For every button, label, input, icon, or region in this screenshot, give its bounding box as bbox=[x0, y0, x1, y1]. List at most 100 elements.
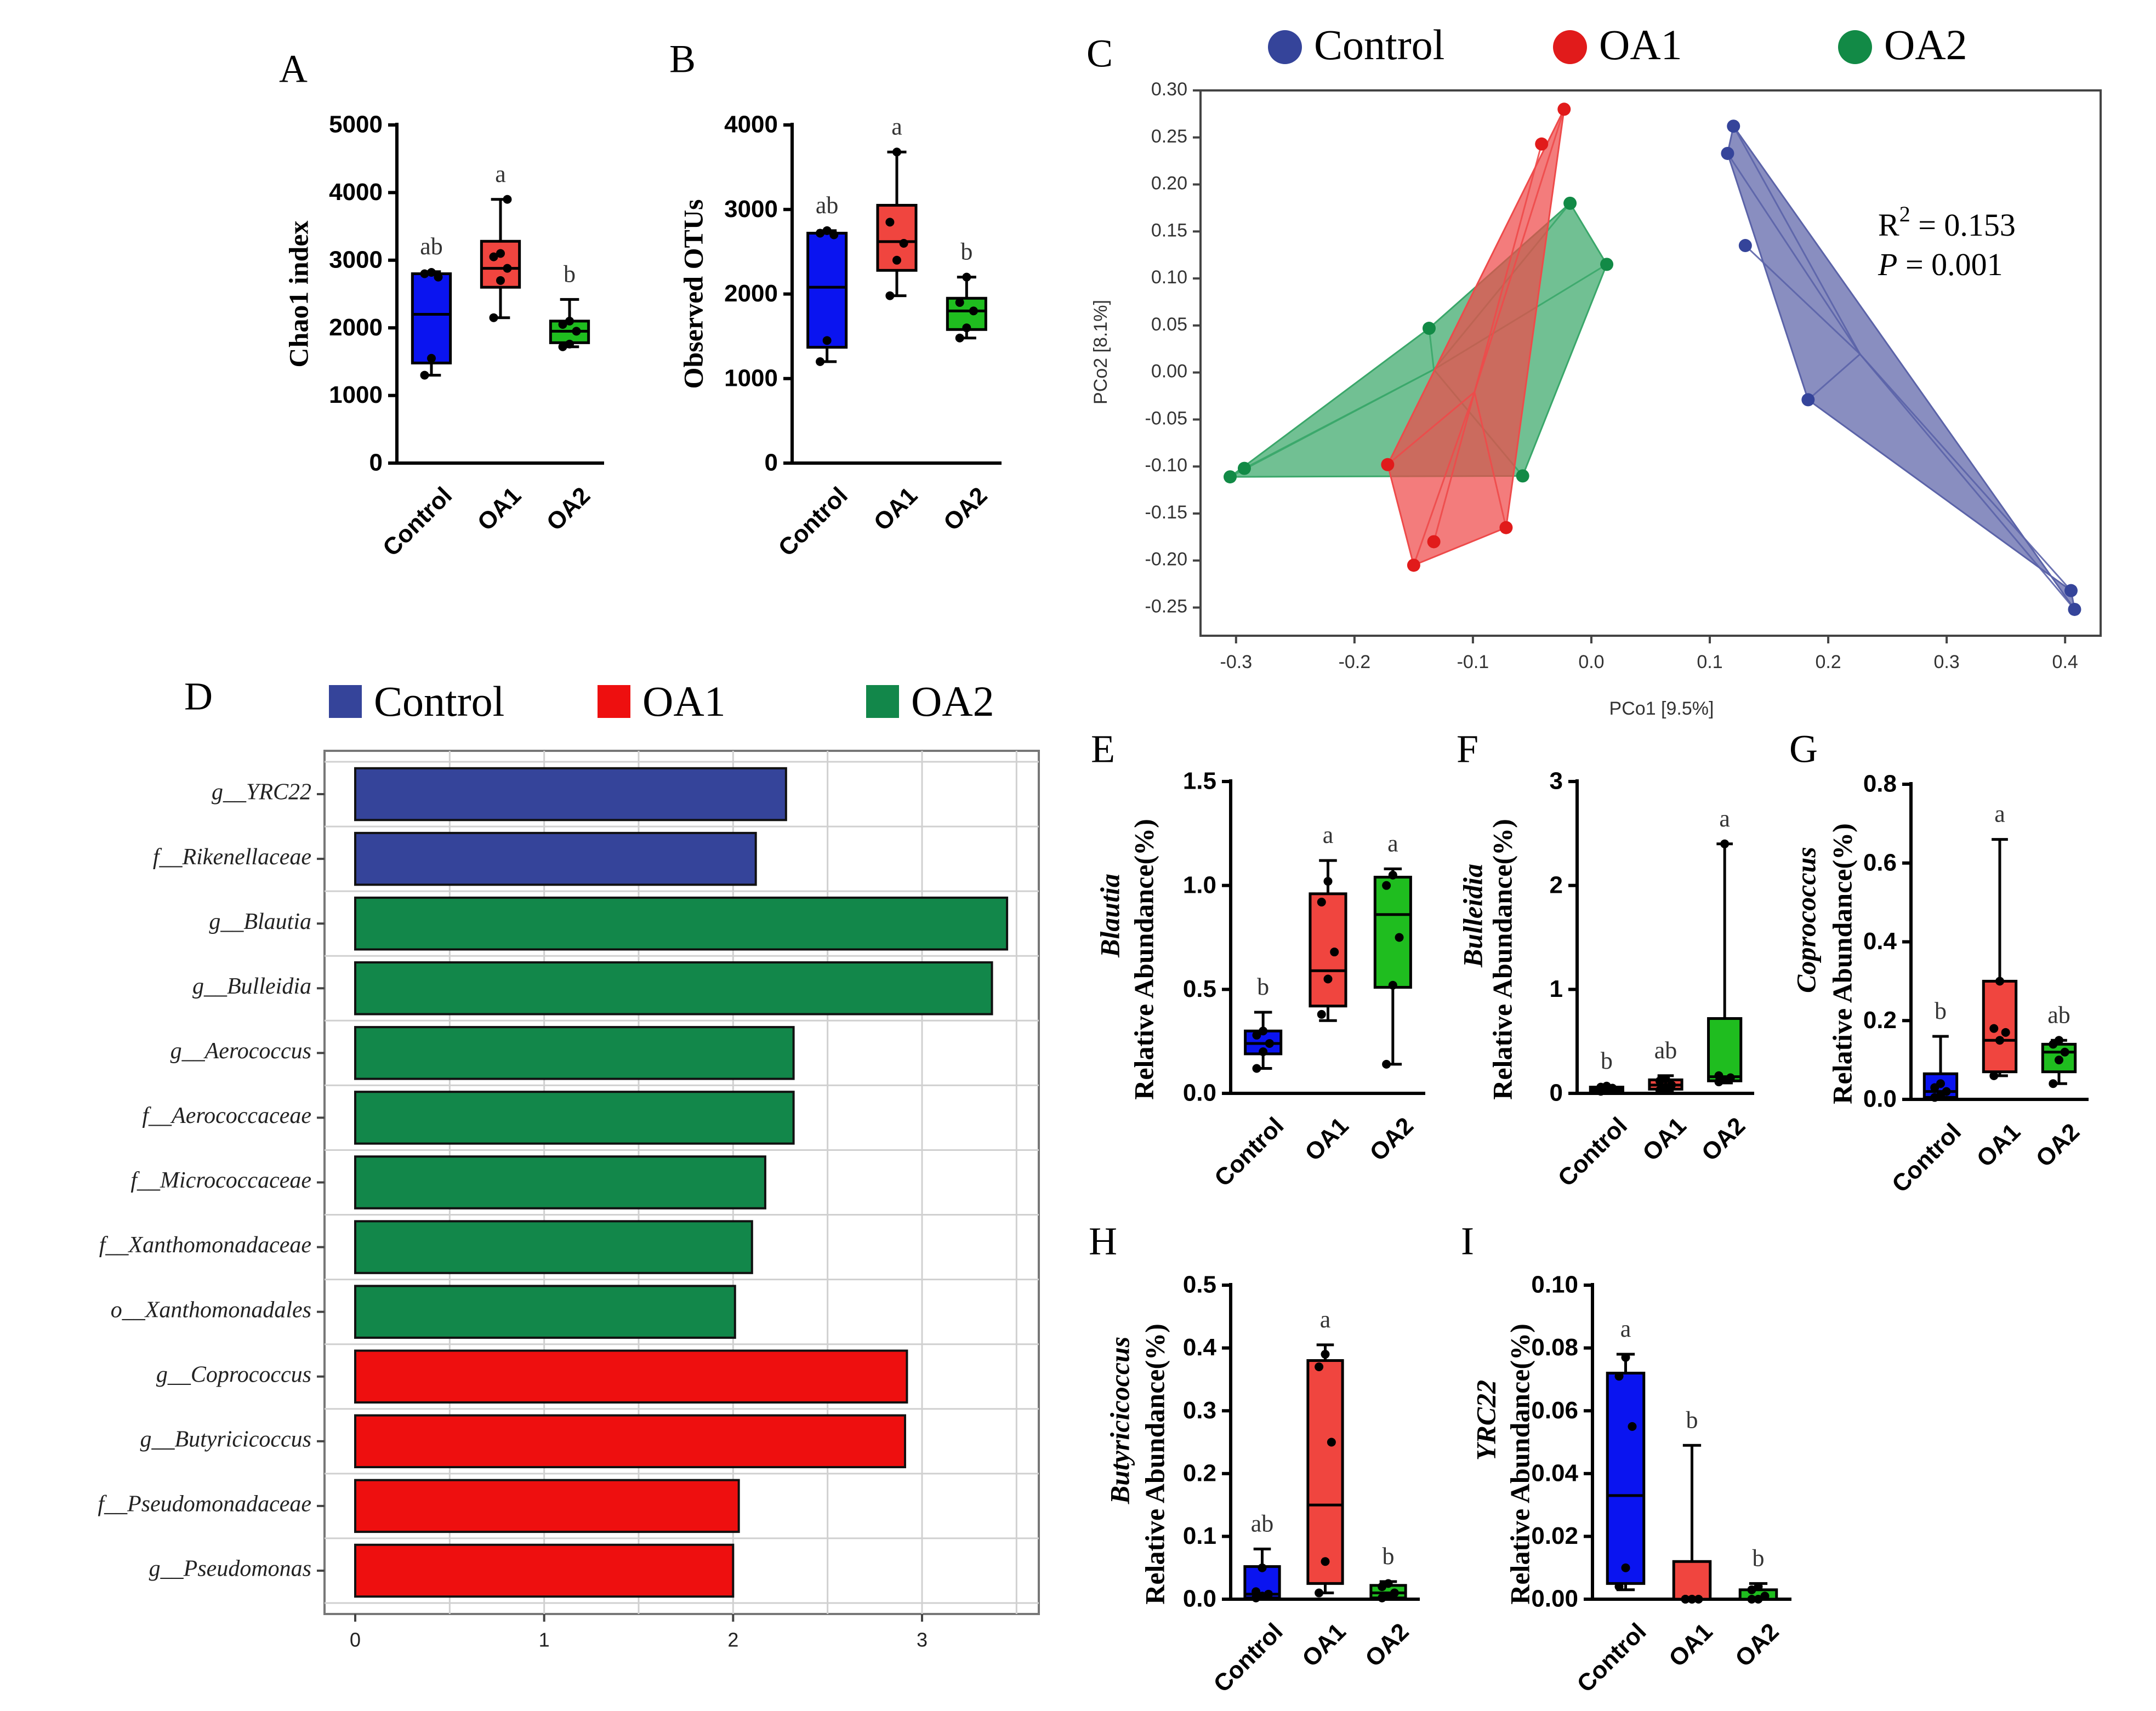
data-point bbox=[1614, 1372, 1624, 1381]
significance-letter: ab bbox=[420, 233, 443, 260]
y-tick-label: f__Aerococcaceae bbox=[142, 1103, 311, 1128]
legend-marker-oa2 bbox=[1838, 30, 1872, 64]
box-body bbox=[1606, 1371, 1646, 1585]
significance-letter: b bbox=[1257, 973, 1269, 1000]
data-point bbox=[892, 147, 901, 157]
data-point bbox=[1989, 1024, 1999, 1033]
spider-line bbox=[1859, 353, 2072, 591]
significance-letter: b bbox=[1601, 1047, 1613, 1074]
spider-line bbox=[1474, 144, 1543, 392]
data-point bbox=[1265, 1039, 1274, 1048]
data-point bbox=[962, 323, 971, 333]
data-point bbox=[2064, 584, 2078, 597]
data-point bbox=[1687, 1595, 1697, 1604]
y-tick-label: 0.2 bbox=[1183, 1459, 1216, 1486]
significance-letter: b bbox=[564, 260, 576, 287]
y-tick-label: 0.00 bbox=[1151, 361, 1187, 382]
y-tick-label: 5000 bbox=[329, 111, 383, 138]
y-axis-genus-label: YRC22 bbox=[1470, 1380, 1501, 1461]
data-point bbox=[434, 272, 443, 282]
data-point bbox=[1407, 558, 1420, 572]
data-point bbox=[420, 370, 429, 380]
significance-letter: ab bbox=[1654, 1037, 1677, 1064]
legend-label-control: Control bbox=[374, 677, 504, 725]
spider-line bbox=[1807, 353, 1861, 401]
y-tick-label: 0.00 bbox=[1531, 1585, 1578, 1612]
stats-annotation: R2 = 0.153 P = 0.001 bbox=[1878, 202, 2016, 282]
p-value-symbol: P bbox=[1878, 247, 1897, 282]
data-point bbox=[1995, 977, 2004, 986]
x-tick-label: -0.2 bbox=[1339, 652, 1371, 672]
y-tick-label: 3 bbox=[1550, 768, 1563, 795]
legend-marker-oa1 bbox=[1553, 30, 1587, 64]
y-tick-label: g__Blautia bbox=[209, 909, 311, 934]
data-point bbox=[1390, 1588, 1399, 1598]
legend-marker-control bbox=[329, 685, 362, 718]
panel-letter-G: G bbox=[1789, 727, 1818, 771]
significance-letter: a bbox=[1620, 1315, 1631, 1342]
significance-letter: b bbox=[1686, 1406, 1698, 1433]
data-point bbox=[1224, 470, 1237, 484]
data-point bbox=[1237, 461, 1251, 475]
data-point bbox=[1754, 1582, 1763, 1592]
data-point bbox=[1721, 146, 1734, 160]
data-point bbox=[962, 272, 971, 282]
data-point bbox=[899, 238, 908, 248]
data-point bbox=[1388, 980, 1397, 990]
legend-marker-control bbox=[1268, 30, 1302, 64]
data-point bbox=[2068, 602, 2081, 616]
data-point bbox=[489, 313, 498, 322]
y-tick-label: f__Xanthomonadaceae bbox=[99, 1233, 311, 1258]
y-tick-label: 3000 bbox=[724, 196, 778, 223]
data-point bbox=[1330, 948, 1339, 957]
spider-line bbox=[1727, 153, 1861, 355]
y-tick-label: 0.04 bbox=[1531, 1459, 1578, 1486]
y-tick-label: 1000 bbox=[329, 381, 383, 408]
y-tick-label: 4000 bbox=[329, 179, 383, 206]
y-tick-label: 1 bbox=[1550, 976, 1563, 1002]
spider-line bbox=[1244, 368, 1435, 469]
data-point bbox=[1614, 1582, 1624, 1592]
legend-label-control: Control bbox=[1314, 21, 1444, 69]
data-point bbox=[969, 306, 978, 316]
data-point bbox=[885, 218, 895, 227]
data-point bbox=[2060, 1047, 2069, 1057]
y-axis-label: Relative Abundance(%) bbox=[1139, 1324, 1170, 1605]
data-point bbox=[1600, 258, 1614, 271]
bar-g__bulleidia bbox=[354, 961, 993, 1016]
significance-letter: ab bbox=[2047, 1001, 2070, 1028]
data-point bbox=[1382, 881, 1391, 890]
bar-g__coprococcus bbox=[354, 1349, 908, 1404]
x-tick-label: 0.3 bbox=[1933, 652, 1959, 672]
data-point bbox=[1259, 1047, 1268, 1057]
data-point bbox=[1382, 1059, 1391, 1069]
data-point bbox=[1317, 898, 1326, 907]
box-body bbox=[1306, 1359, 1344, 1585]
y-tick-label: 0.5 bbox=[1183, 1271, 1216, 1298]
y-tick-label: 0.3 bbox=[1183, 1397, 1216, 1424]
data-point bbox=[1694, 1595, 1703, 1604]
box-body bbox=[1309, 892, 1347, 1008]
data-point bbox=[489, 252, 498, 261]
spider-line bbox=[1428, 328, 1435, 370]
y-tick-label: g__Aerococcus bbox=[170, 1039, 311, 1064]
panel-C: C -0.3 -0.2 -0.1 0.0 0.1 0.2 0.3 0.4 -0.25 -0.20 -0… bbox=[1086, 32, 2102, 719]
y-tick-label: -0.05 bbox=[1145, 408, 1188, 429]
data-point bbox=[503, 195, 512, 204]
significance-letter: b bbox=[1753, 1544, 1765, 1571]
data-point bbox=[1747, 1595, 1756, 1604]
data-point bbox=[1801, 393, 1815, 407]
panel-A: A 0 1000 2000 3000 4000 5000 Chao1 index abContr… bbox=[279, 47, 604, 562]
legend-lda: Control OA1 OA2 bbox=[329, 677, 994, 725]
data-point bbox=[1621, 1353, 1630, 1362]
data-point bbox=[1535, 137, 1549, 151]
data-point bbox=[496, 249, 505, 258]
legend-label-oa1: OA1 bbox=[642, 677, 726, 725]
y-axis-label: Relative Abundance(%) bbox=[1487, 819, 1517, 1100]
y-tick-label: 0.1 bbox=[1183, 1522, 1216, 1549]
data-point bbox=[503, 264, 512, 273]
series-control bbox=[1721, 119, 2081, 616]
y-tick-label: 2000 bbox=[724, 280, 778, 307]
x-tick-label: 2 bbox=[727, 1629, 738, 1651]
y-tick-label: 0.20 bbox=[1151, 173, 1187, 194]
